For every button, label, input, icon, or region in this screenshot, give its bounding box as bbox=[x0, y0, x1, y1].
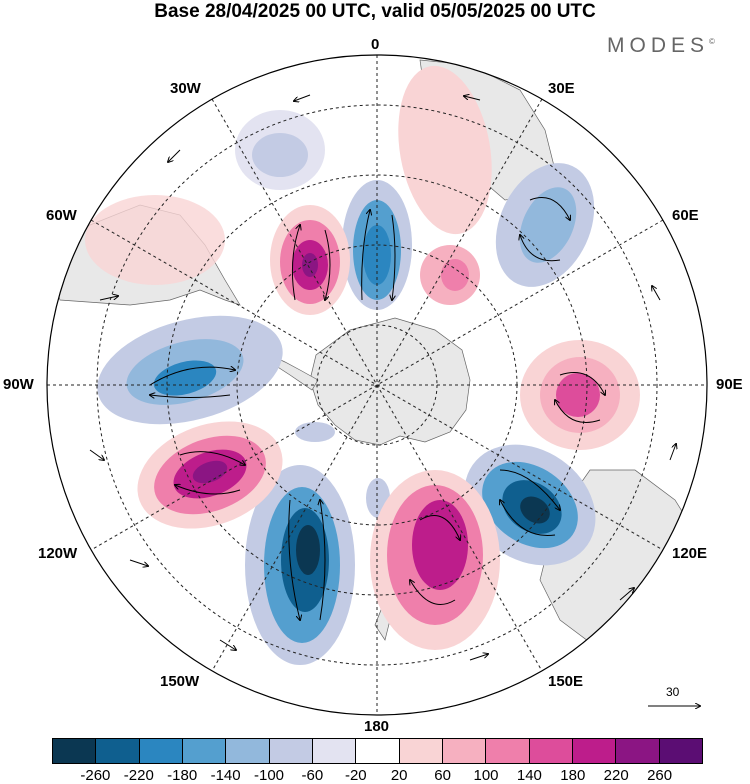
brand-text: MODES bbox=[607, 34, 710, 57]
positive-anomalies bbox=[85, 65, 640, 650]
colorbar-tick-label: 260 bbox=[647, 767, 673, 784]
colorbar-tick-label: 100 bbox=[473, 767, 499, 784]
graticule bbox=[47, 55, 707, 715]
colorbar-segment bbox=[399, 739, 443, 763]
colorbar bbox=[52, 738, 703, 764]
label-150e: 150E bbox=[548, 673, 584, 690]
label-0: 0 bbox=[371, 36, 380, 53]
colorbar-segment bbox=[572, 739, 617, 763]
colorbar-tick-label: 180 bbox=[560, 767, 586, 784]
colorbar-segment bbox=[659, 739, 702, 763]
label-90e: 90E bbox=[716, 376, 743, 393]
colorbar-segment bbox=[529, 739, 573, 763]
map-field bbox=[47, 55, 707, 715]
anomaly-pink-northeast bbox=[398, 65, 492, 235]
map-boundary bbox=[46, 54, 708, 716]
colorbar-tick-label: 60 bbox=[434, 767, 451, 784]
colorbar-tick-label: -180 bbox=[167, 767, 198, 784]
label-60w: 60W bbox=[46, 207, 77, 224]
label-120w: 120W bbox=[38, 545, 78, 562]
label-60e: 60E bbox=[672, 207, 699, 224]
modes-logo: MODES© bbox=[607, 34, 715, 58]
reference-vector-label: 30 bbox=[666, 685, 680, 699]
colorbar-segment bbox=[356, 739, 400, 763]
colorbar-tick-label: 220 bbox=[603, 767, 629, 784]
colorbar-segment bbox=[442, 739, 487, 763]
label-120e: 120E bbox=[672, 545, 708, 562]
label-90w: 90W bbox=[3, 376, 34, 393]
colorbar-segment bbox=[616, 739, 660, 763]
copyright-mark: © bbox=[709, 37, 715, 46]
colorbar-tick-label: -220 bbox=[123, 767, 154, 784]
colorbar-tick-label: 140 bbox=[516, 767, 542, 784]
wind-vectors bbox=[89, 95, 676, 661]
colorbar-tick-label: 20 bbox=[390, 767, 408, 784]
colorbar-tick-label: -140 bbox=[210, 767, 241, 784]
colorbar-tick-label: -260 bbox=[80, 767, 111, 784]
label-180: 180 bbox=[364, 718, 390, 735]
colorbar-tick-label: -60 bbox=[301, 767, 324, 784]
antarctica bbox=[309, 317, 471, 446]
colorbar-segment bbox=[226, 739, 270, 763]
colorbar-segment bbox=[96, 739, 140, 763]
colorbar-segment bbox=[53, 739, 97, 763]
label-30e: 30E bbox=[548, 80, 575, 97]
colorbar-segment bbox=[269, 739, 313, 763]
colorbar-segment bbox=[312, 739, 357, 763]
label-150w: 150W bbox=[160, 673, 200, 690]
colorbar-tick-label: -100 bbox=[253, 767, 285, 784]
map-title: Base 28/04/2025 00 UTC, valid 05/05/2025… bbox=[154, 1, 596, 22]
colorbar-segment bbox=[182, 739, 227, 763]
label-30w: 30W bbox=[170, 80, 201, 97]
colorbar-tick-label: -20 bbox=[344, 767, 367, 784]
colorbar-segment bbox=[486, 739, 530, 763]
colorbar-segment bbox=[139, 739, 183, 763]
